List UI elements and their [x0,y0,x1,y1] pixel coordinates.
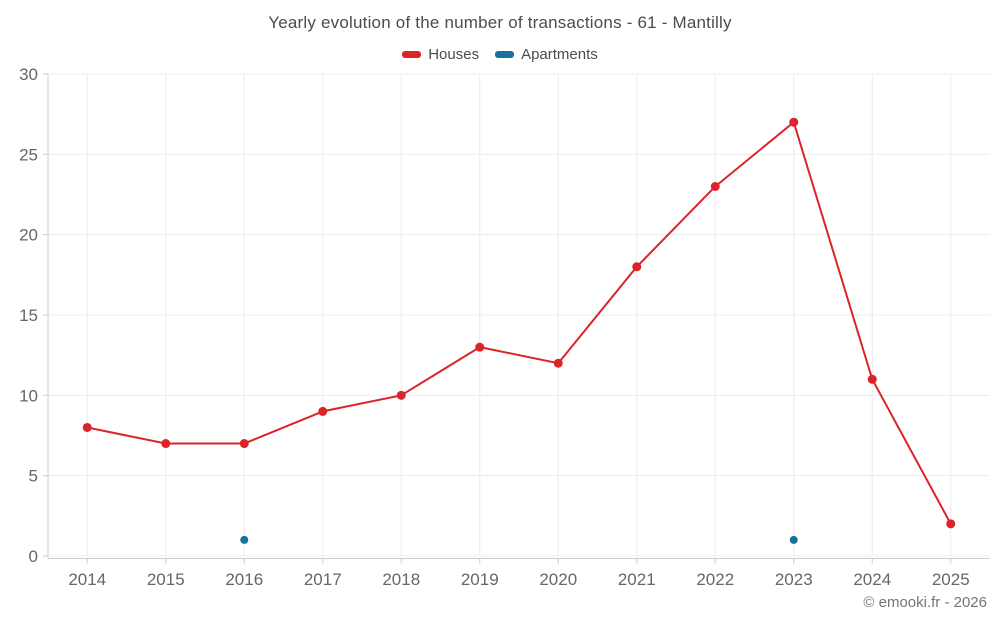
copyright-credit: © emooki.fr - 2026 [863,594,987,611]
data-point-houses-2015[interactable] [161,439,171,449]
x-axis-label-2021: 2021 [618,570,656,589]
x-axis-label-2019: 2019 [461,570,499,589]
y-axis-label-5: 5 [29,467,38,486]
x-axis-label-2014: 2014 [68,570,106,589]
data-point-houses-2024[interactable] [867,374,877,384]
data-point-houses-2021[interactable] [632,262,642,272]
x-axis-label-2023: 2023 [775,570,813,589]
x-axis-label-2018: 2018 [382,570,420,589]
series-line-houses [86,121,952,525]
data-point-houses-2019[interactable] [475,342,485,352]
y-axis-label-0: 0 [29,547,38,566]
data-point-houses-2014[interactable] [82,422,92,432]
x-axis-label-2025: 2025 [932,570,970,589]
data-point-houses-2017[interactable] [318,406,328,416]
data-point-houses-2023[interactable] [789,117,799,127]
chart-legend: Houses Apartments [0,46,1000,63]
data-point-houses-2018[interactable] [396,390,406,400]
data-point-apartments-2016[interactable] [240,535,249,544]
legend-item-houses[interactable]: Houses [402,46,479,63]
x-axis-label-2024: 2024 [853,570,891,589]
y-axis-label-25: 25 [19,145,38,164]
y-axis-label-20: 20 [19,226,38,245]
data-point-houses-2022[interactable] [710,181,720,191]
data-point-houses-2016[interactable] [239,439,249,449]
data-point-apartments-2023[interactable] [789,535,798,544]
legend-swatch-icon [402,51,422,58]
data-point-houses-2025[interactable] [946,519,956,529]
y-axis-label-10: 10 [19,386,38,405]
x-axis-label-2015: 2015 [147,570,185,589]
data-point-houses-2020[interactable] [553,358,563,368]
legend-label: Apartments [521,46,598,63]
y-axis-label-15: 15 [19,306,38,325]
x-axis-label-2016: 2016 [225,570,263,589]
legend-item-apartments[interactable]: Apartments [495,46,598,63]
x-axis-label-2022: 2022 [696,570,734,589]
x-axis-label-2017: 2017 [304,570,342,589]
x-axis-label-2020: 2020 [539,570,577,589]
legend-swatch-icon [495,51,515,58]
legend-label: Houses [428,46,480,63]
y-axis-label-30: 30 [19,65,38,84]
chart-title: Yearly evolution of the number of transa… [268,13,732,32]
